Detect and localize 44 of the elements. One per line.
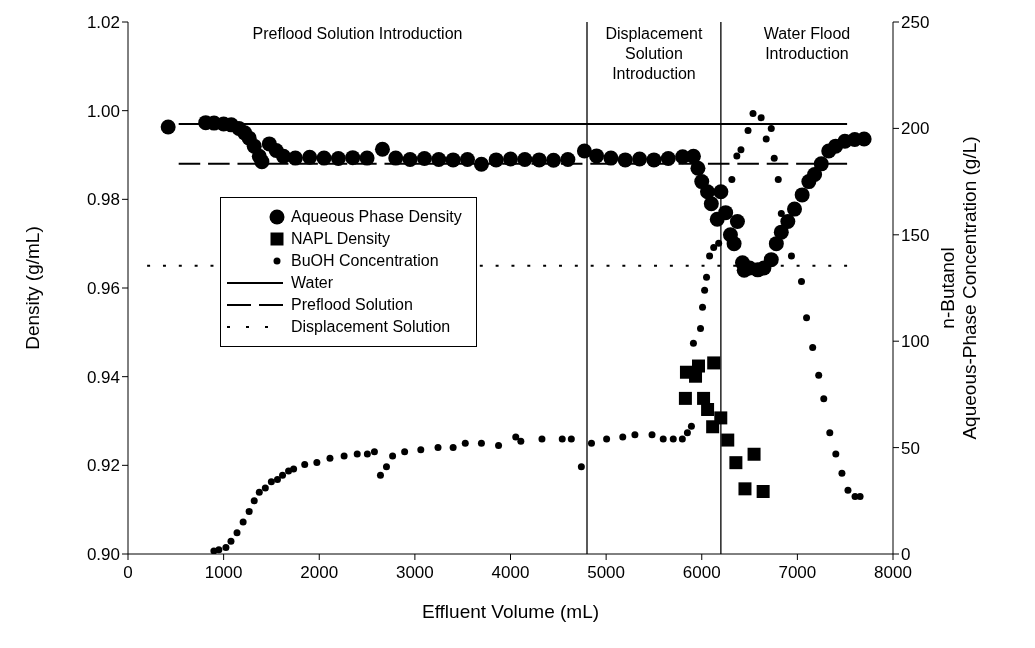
x-tick-label: 4000: [491, 563, 530, 583]
x-tick-label: 3000: [395, 563, 434, 583]
point: [756, 484, 770, 498]
y-axis-title: Density (g/mL): [21, 226, 43, 350]
point: [701, 402, 715, 416]
x-tick-label: 8000: [874, 563, 912, 583]
x-tick-label: 6000: [682, 563, 721, 583]
annotation: Preflood Solution Introduction: [251, 24, 464, 44]
legend-label: NAPL Density: [291, 230, 390, 248]
y2-tick-label: 50: [901, 438, 920, 458]
annotation: Displacement Solution Introduction: [604, 24, 704, 84]
point: [721, 433, 735, 447]
x-tick-label: 1000: [204, 563, 243, 583]
y-tick-label: 0.98: [86, 190, 120, 210]
legend-label: Water: [291, 274, 334, 292]
y-tick-label: 0.92: [86, 456, 120, 476]
legend-label: Displacement Solution: [291, 318, 451, 336]
x-tick-label: 0: [123, 563, 133, 583]
y-tick-label: 1.00: [86, 101, 120, 121]
x-tick-label: 2000: [300, 563, 339, 583]
legend-label: Aqueous Phase Density: [291, 208, 462, 226]
y2-axis-title: n-Butanol Aqueous-Phase Concentration (g/L): [937, 136, 980, 440]
y2-tick-label: 100: [901, 332, 930, 352]
point: [747, 447, 761, 461]
point: [706, 420, 720, 434]
point: [692, 359, 705, 373]
y2-tick-label: 150: [901, 225, 930, 245]
y2-tick-label: 250: [901, 13, 930, 33]
y-tick-label: 0.90: [86, 545, 120, 565]
legend-label: Preflood Solution: [291, 296, 413, 314]
point: [678, 391, 692, 405]
point: [707, 356, 721, 370]
point: [738, 482, 752, 496]
annotation: Water Flood Introduction: [762, 24, 852, 64]
y2-tick-label: 0: [901, 545, 911, 565]
x-tick-label: 5000: [587, 563, 626, 583]
y2-tick-label: 200: [901, 119, 930, 139]
legend-label: BuOH Concentration: [291, 252, 439, 270]
y-tick-label: 1.02: [86, 13, 120, 33]
x-tick-label: 7000: [778, 563, 817, 583]
x-axis-title: Effluent Volume (mL): [421, 601, 600, 622]
y-tick-label: 0.94: [86, 367, 120, 387]
y-tick-label: 0.96: [86, 279, 120, 299]
point: [729, 456, 743, 470]
